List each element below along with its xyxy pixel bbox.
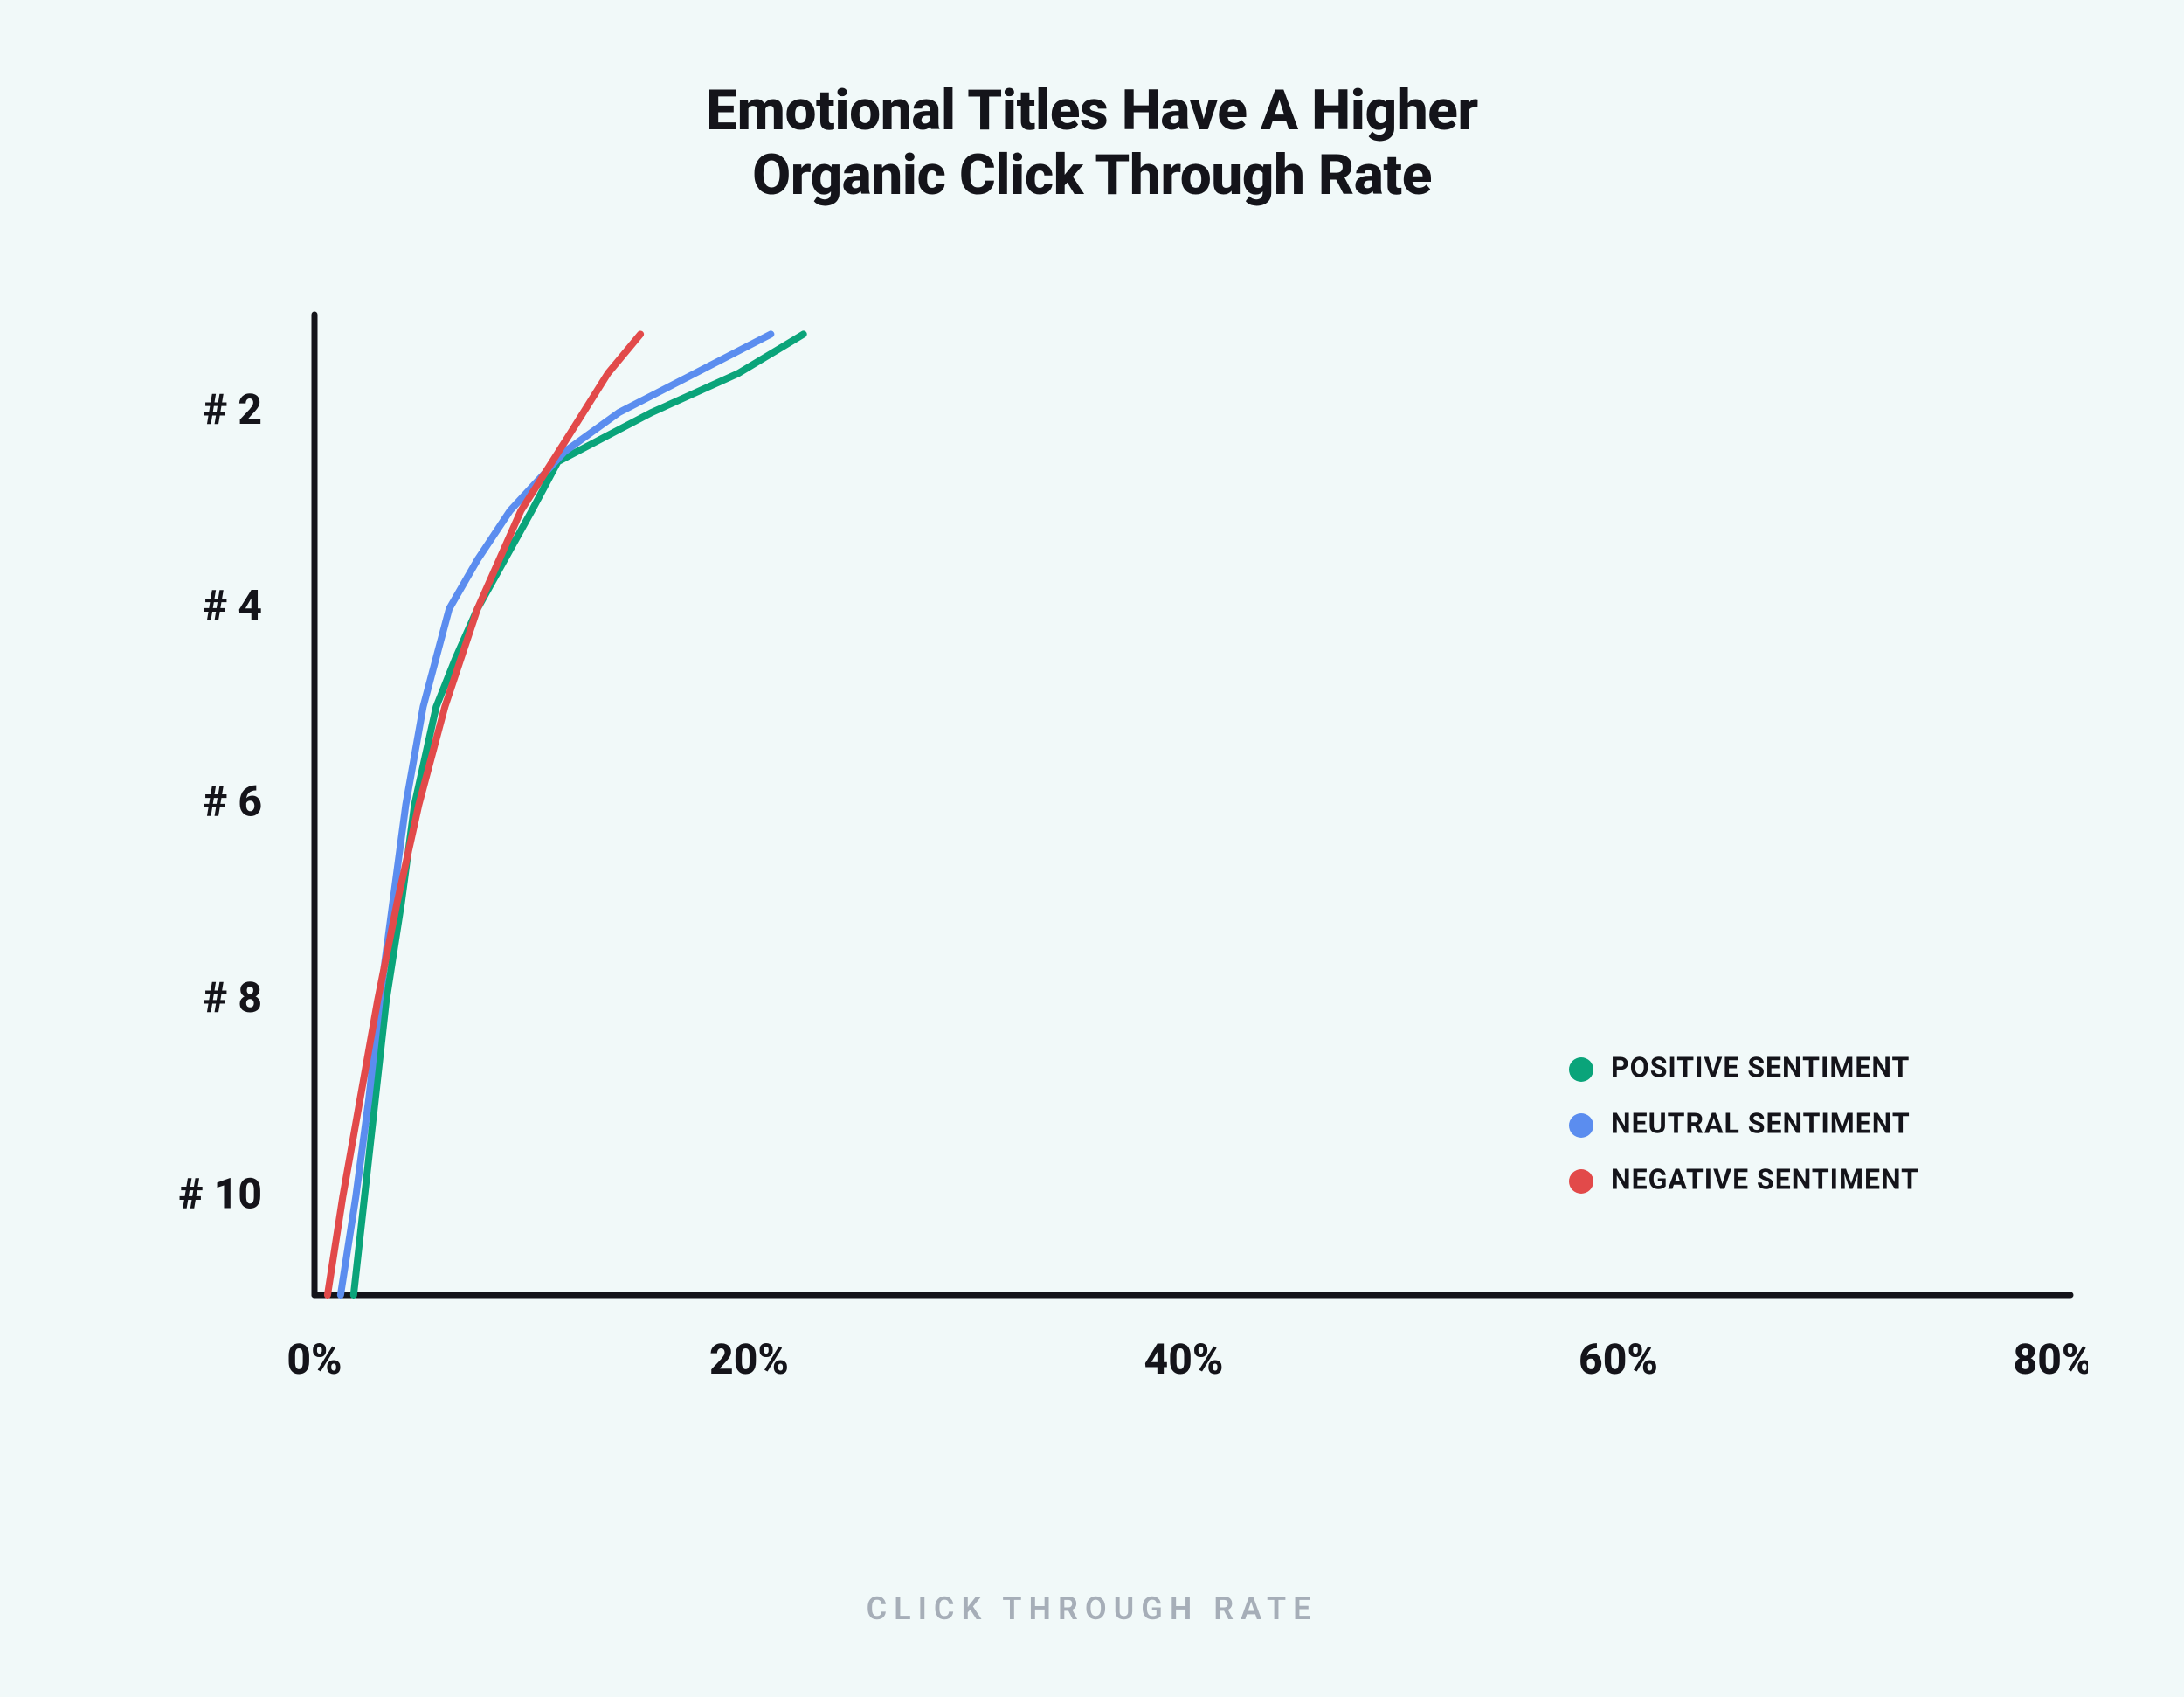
series-line (341, 334, 771, 1295)
legend-label: POSITIVE SENTIMENT (1611, 1050, 1910, 1084)
chart-title-line2: Organic Click Through Rate (44, 143, 2140, 208)
x-tick-label: 40% (1144, 1334, 1224, 1384)
series-line (328, 334, 640, 1295)
legend-marker (1569, 1169, 1593, 1194)
chart-title: Emotional Titles Have A Higher Organic C… (44, 79, 2140, 207)
chart-plot: # 2 # 4 # 6 # 8 # 10 0% 20% 40% 60% 80% POSITIVE S… (149, 306, 2088, 1426)
chart-title-line1: Emotional Titles Have A Higher (44, 79, 2140, 143)
y-tick-label: # 8 (203, 973, 262, 1022)
x-tick-label: 80% (2014, 1334, 2088, 1384)
y-tick-label: # 4 (203, 580, 262, 630)
x-tick-label: 20% (709, 1334, 789, 1384)
series-line (354, 334, 804, 1295)
legend-marker (1569, 1113, 1593, 1138)
legend-label: NEUTRAL SENTIMENT (1611, 1106, 1911, 1139)
chart-card: Emotional Titles Have A Higher Organic C… (0, 0, 2184, 1697)
x-tick-label: 0% (287, 1334, 342, 1384)
x-tick-label: 60% (1579, 1334, 1658, 1384)
y-tick-label: # 6 (203, 777, 262, 827)
legend-marker (1569, 1057, 1593, 1082)
x-axis-label: CLICK THROUGH RATE (44, 1590, 2140, 1627)
chart-page: Emotional Titles Have A Higher Organic C… (44, 44, 2140, 1653)
chart-svg: # 2 # 4 # 6 # 8 # 10 0% 20% 40% 60% 80% POSITIVE S… (149, 306, 2088, 1426)
legend: POSITIVE SENTIMENT NEUTRAL SENTIMENT NEGAT… (1569, 1050, 1919, 1195)
y-tick-label: # 2 (203, 384, 262, 434)
y-tick-label: # 10 (179, 1168, 262, 1218)
legend-label: NEGATIVE SENTIMENT (1611, 1162, 1919, 1195)
